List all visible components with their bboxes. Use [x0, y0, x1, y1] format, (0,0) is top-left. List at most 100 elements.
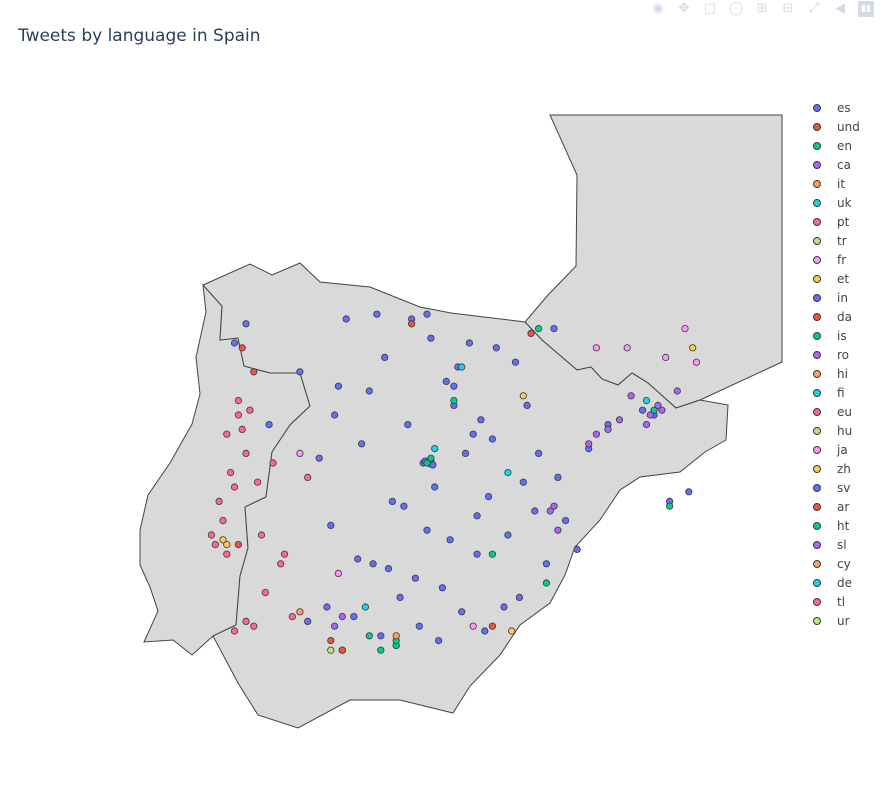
point-pt[interactable] [277, 560, 285, 568]
legend-item-de[interactable]: de [808, 573, 860, 592]
point-pt[interactable] [246, 406, 254, 414]
point-und[interactable] [338, 646, 346, 654]
point-es[interactable] [334, 382, 342, 390]
point-pt[interactable] [242, 449, 250, 457]
point-ca[interactable] [550, 502, 558, 510]
box-select-icon[interactable]: □ [703, 1, 717, 16]
point-en[interactable] [534, 324, 543, 333]
point-et[interactable] [219, 536, 227, 544]
point-ca[interactable] [338, 612, 346, 621]
point-es[interactable] [327, 521, 335, 530]
point-es[interactable] [461, 449, 470, 457]
point-ca[interactable] [604, 425, 612, 433]
point-fr[interactable] [469, 622, 477, 630]
point-pt[interactable] [234, 411, 242, 419]
legend-item-uk[interactable]: uk [808, 193, 860, 212]
legend-item-pt[interactable]: pt [808, 212, 860, 231]
point-es[interactable] [519, 478, 527, 486]
point-es[interactable] [550, 324, 558, 333]
legend-item-cy[interactable]: cy [808, 554, 860, 573]
lasso-icon[interactable]: ◯ [728, 1, 744, 16]
point-es[interactable] [230, 339, 239, 347]
legend-item-zh[interactable]: zh [808, 459, 860, 478]
point-pt[interactable] [223, 550, 231, 558]
point-und[interactable] [327, 636, 335, 645]
point-es[interactable] [504, 531, 512, 539]
legend-item-fr[interactable]: fr [808, 250, 860, 269]
point-es[interactable] [423, 310, 431, 318]
point-en[interactable] [650, 406, 658, 414]
point-ca[interactable] [554, 526, 562, 534]
point-en[interactable] [450, 396, 458, 405]
point-ca[interactable] [592, 430, 601, 438]
plotly-logo-icon[interactable]: ▮▮ [858, 1, 874, 17]
point-et[interactable] [508, 627, 516, 635]
point-es[interactable] [330, 411, 339, 419]
point-ca[interactable] [642, 420, 651, 429]
point-fr[interactable] [681, 324, 689, 333]
point-fr[interactable] [692, 358, 701, 366]
point-it[interactable] [296, 608, 304, 616]
legend-item-tr[interactable]: tr [808, 231, 860, 250]
point-fr[interactable] [662, 353, 670, 361]
point-pt[interactable] [230, 627, 239, 635]
point-pt[interactable] [207, 531, 215, 539]
point-uk[interactable] [504, 468, 512, 477]
point-es[interactable] [446, 536, 454, 544]
point-es[interactable] [400, 502, 408, 510]
point-es[interactable] [554, 473, 562, 481]
point-pt[interactable] [211, 540, 219, 549]
point-en[interactable] [365, 632, 373, 640]
point-es[interactable] [415, 622, 423, 630]
point-und[interactable] [527, 329, 535, 337]
point-es[interactable] [304, 617, 312, 626]
point-es[interactable] [534, 449, 543, 457]
legend-item-und[interactable]: und [808, 117, 860, 136]
point-fr[interactable] [592, 344, 601, 352]
point-es[interactable] [481, 627, 489, 635]
point-es[interactable] [515, 593, 524, 602]
point-es[interactable] [350, 612, 358, 621]
point-es[interactable] [484, 492, 493, 501]
point-pt[interactable] [227, 468, 235, 477]
point-es[interactable] [531, 507, 539, 515]
legend-item-is[interactable]: is [808, 326, 860, 345]
point-es[interactable] [342, 315, 350, 323]
point-pt[interactable] [269, 459, 277, 467]
legend-item-hu[interactable]: hu [808, 421, 860, 440]
point-it[interactable] [392, 632, 400, 640]
point-ca[interactable] [585, 440, 593, 448]
point-es[interactable] [573, 545, 581, 554]
point-es[interactable] [477, 416, 485, 424]
point-uk[interactable] [642, 396, 651, 405]
point-es[interactable] [381, 353, 389, 361]
point-es[interactable] [458, 608, 466, 616]
point-es[interactable] [396, 593, 404, 602]
point-en[interactable] [665, 502, 674, 510]
legend-item-it[interactable]: it [808, 174, 860, 193]
legend-item-es[interactable]: es [808, 98, 860, 117]
point-pt[interactable] [250, 622, 258, 630]
point-es[interactable] [431, 483, 439, 491]
point-pt[interactable] [234, 396, 242, 405]
point-uk[interactable] [458, 363, 466, 371]
point-und[interactable] [488, 622, 496, 630]
point-es[interactable] [296, 368, 304, 376]
point-fr[interactable] [623, 344, 631, 352]
point-es[interactable] [377, 632, 385, 640]
point-pt[interactable] [257, 531, 266, 539]
legend-item-hi[interactable]: hi [808, 364, 860, 383]
legend-item-ca[interactable]: ca [808, 155, 860, 174]
point-et[interactable] [689, 344, 697, 352]
point-es[interactable] [465, 339, 473, 347]
legend-item-sl[interactable]: sl [808, 535, 860, 554]
legend-item-en[interactable]: en [808, 136, 860, 155]
zoom-in-icon[interactable]: ⊞ [756, 1, 768, 16]
point-es[interactable] [357, 440, 366, 448]
point-es[interactable] [373, 310, 381, 318]
point-pt[interactable] [288, 612, 296, 621]
point-es[interactable] [473, 550, 481, 558]
point-en[interactable] [377, 646, 385, 654]
point-es[interactable] [242, 320, 250, 328]
